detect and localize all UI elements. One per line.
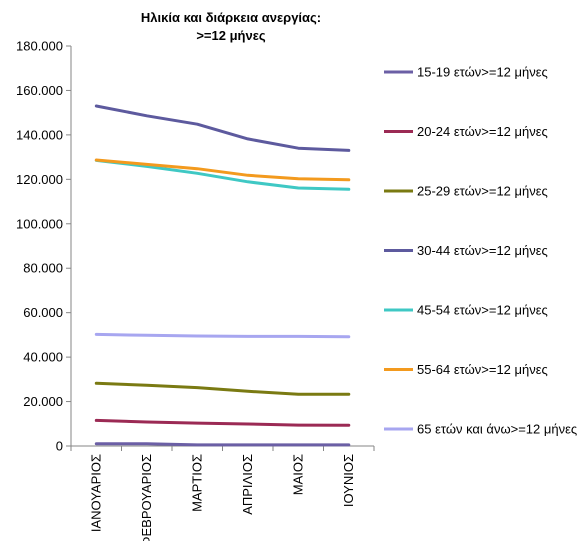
chart-subtitle: >=12 μήνες	[196, 28, 266, 43]
y-tick-label: 80.000	[23, 261, 63, 276]
x-tick-label: ΑΠΡΙΛΙΟΣ	[240, 454, 255, 515]
x-tick-label: ΦΕΒΡΟΥΑΡΙΟΣ	[139, 454, 154, 541]
y-tick-label: 140.000	[16, 127, 63, 142]
y-tick-label: 0	[56, 439, 63, 454]
x-tick-label: ΜΑΙΟΣ	[290, 454, 305, 495]
y-tick-label: 40.000	[23, 350, 63, 365]
series-line	[94, 158, 351, 182]
legend-label: 15-19 ετών>=12 μήνες	[417, 65, 548, 80]
legend-label: 45-54 ετών>=12 μήνες	[417, 303, 548, 318]
legend-label: 65 ετών και άνω>=12 μήνες	[417, 422, 577, 437]
y-tick-label: 160.000	[16, 83, 63, 98]
axes: 0 20.000 40.000 60.000 80.000 100.000 120.000 1…	[16, 39, 375, 541]
series-line	[94, 442, 351, 447]
y-tick-label: 20.000	[23, 394, 63, 409]
legend-label: 20-24 ετών>=12 μήνες	[417, 124, 548, 139]
y-tick-label: 60.000	[23, 305, 63, 320]
x-tick-label: ΜΑΡΤΙΟΣ	[189, 454, 204, 512]
legend-item: 20-24 ετών>=12 μήνες	[384, 124, 548, 139]
legend: 15-19 ετών>=12 μήνες 20-24 ετών>=12 μήνες…	[384, 65, 577, 437]
series-line	[94, 332, 351, 339]
legend-label: 55-64 ετών>=12 μήνες	[417, 362, 548, 377]
series-line	[94, 418, 351, 427]
legend-label: 25-29 ετών>=12 μήνες	[417, 184, 548, 199]
legend-item: 65 ετών και άνω>=12 μήνες	[384, 422, 577, 437]
series-line	[94, 381, 351, 396]
legend-label: 30-44 ετών>=12 μήνες	[417, 243, 548, 258]
y-tick-label: 120.000	[16, 172, 63, 187]
x-tick-label: ΙΑΝΟΥΑΡΙΟΣ	[88, 454, 103, 532]
chart-title: Ηλικία και διάρκεια ανεργίας:	[141, 10, 321, 25]
series-line	[94, 158, 351, 191]
series-layer	[94, 104, 351, 447]
y-tick-label: 180.000	[16, 39, 63, 54]
y-tick-label: 100.000	[16, 216, 63, 231]
legend-item: 25-29 ετών>=12 μήνες	[384, 184, 548, 199]
series-line	[94, 104, 351, 152]
legend-item: 15-19 ετών>=12 μήνες	[384, 65, 548, 80]
x-tick-label: ΙΟΥΝΙΟΣ	[341, 454, 356, 507]
legend-item: 45-54 ετών>=12 μήνες	[384, 303, 548, 318]
legend-item: 30-44 ετών>=12 μήνες	[384, 243, 548, 258]
legend-item: 55-64 ετών>=12 μήνες	[384, 362, 548, 377]
